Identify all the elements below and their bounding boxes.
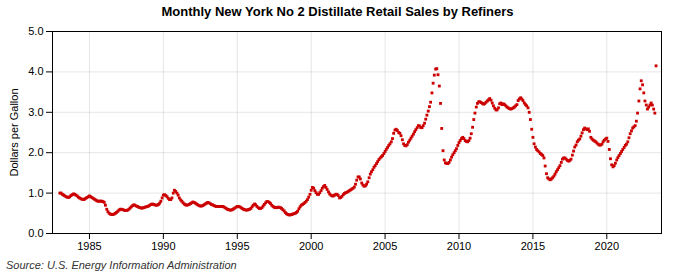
svg-text:2015: 2015 xyxy=(521,240,545,252)
svg-text:2010: 2010 xyxy=(447,240,471,252)
svg-text:1995: 1995 xyxy=(225,240,249,252)
svg-text:1990: 1990 xyxy=(151,240,175,252)
svg-text:2000: 2000 xyxy=(299,240,323,252)
svg-text:5.0: 5.0 xyxy=(28,25,43,37)
svg-text:2005: 2005 xyxy=(373,240,397,252)
svg-text:1.0: 1.0 xyxy=(28,187,43,199)
svg-text:4.0: 4.0 xyxy=(28,65,43,77)
svg-text:2.0: 2.0 xyxy=(28,146,43,158)
html-text:Monthly New York No 2 Distilla: Monthly New York No 2 Distillate Retail … xyxy=(161,4,514,19)
html-text:Source: U.S. Energy Informatio: Source: U.S. Energy Information Administ… xyxy=(6,259,237,271)
svg-text:1985: 1985 xyxy=(77,240,101,252)
svg-text:0.0: 0.0 xyxy=(28,227,43,239)
svg-text:2020: 2020 xyxy=(595,240,619,252)
svg-text:3.0: 3.0 xyxy=(28,106,43,118)
svg-text:Dollars per Gallon: Dollars per Gallon xyxy=(8,88,20,176)
